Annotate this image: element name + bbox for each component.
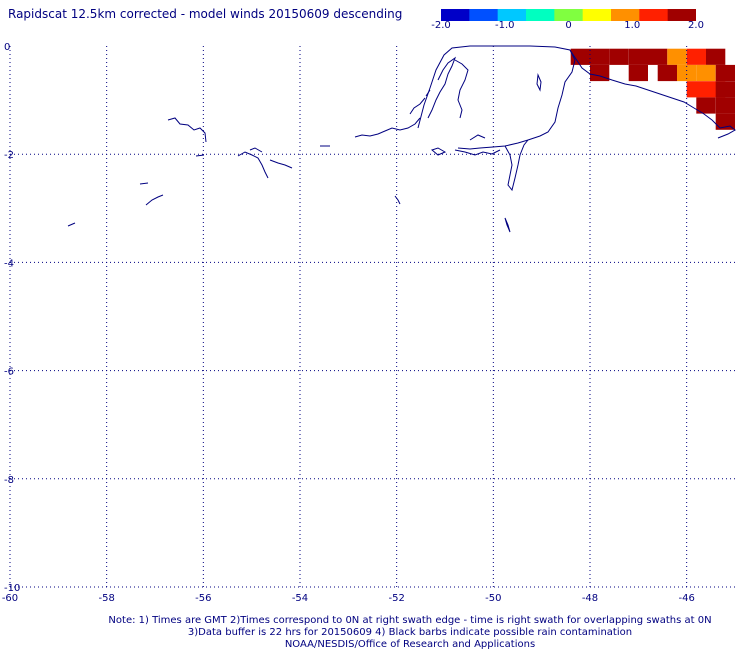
river-sinuous-2 [237,147,293,179]
longitude-tick-label: -54 [292,593,308,604]
river-fragment-3 [394,195,401,205]
colorbar-tick-label: 0 [565,20,572,31]
colorbar-segment [639,9,669,21]
wind-cell [570,48,590,65]
colorbar-segment [554,9,584,21]
note-line-1: Note: 1) Times are GMT 2)Times correspon… [108,615,712,626]
coastline-para-coast [569,49,736,139]
wind-cell [657,64,677,82]
wind-cell [628,64,648,82]
longitude-tick-label: -58 [98,593,114,604]
wind-cell [696,64,716,82]
latitude-tick-label: -2 [4,150,14,161]
coastline-south-bank [454,134,501,156]
wind-cell [648,48,668,65]
latitude-tick-label: -8 [4,475,14,486]
wind-cells [570,48,735,130]
longitude-tick-label: -48 [582,593,598,604]
colorbar-tick-label: 2.0 [688,20,704,31]
longitude-tick-label: -46 [678,593,694,604]
wind-cell [686,81,706,98]
colorbar-segment [526,9,555,21]
coastline-marajo-west [427,56,457,119]
longitude-tick-label: -60 [2,593,18,604]
latitude-tick-label: -4 [4,258,14,269]
colorbar-tick-label: -2.0 [431,20,451,31]
colorbar-segment [441,9,470,21]
colorbar-segment [497,9,527,21]
coastline [67,45,736,233]
coastline-island-south [504,217,511,233]
note-line-2: 3)Data buffer is 22 hrs for 20150609 4) … [187,627,633,638]
colorbar-tick-label: 1.0 [624,20,641,31]
longitude-tick-label: -56 [195,593,211,604]
colorbar-segment [611,9,640,21]
wind-cell [667,48,687,65]
colorbar-segment [469,9,499,21]
coastline-channels [354,59,469,138]
coastline-lake [536,73,542,92]
colorbar [441,9,696,21]
wind-cell [715,64,735,82]
wind-cell [590,64,610,82]
longitude-tick-labels: -60 -58 -56 -54 -52 -50 -48 -46 [2,593,695,604]
wind-cell [686,48,706,65]
coastline-amazon-delta [417,45,576,150]
colorbar-segment [582,9,612,21]
coastline-inlet-a [430,147,447,156]
wind-cell [677,64,697,82]
river-sinuous-3 [195,154,205,157]
latitude-tick-label: -10 [4,583,20,594]
river-fragment-1 [139,182,164,206]
colorbar-segment [667,9,696,21]
river-sinuous-1 [167,117,207,143]
latitude-tick-labels: 0 -2 -4 -6 -8 -10 [4,42,20,594]
wind-cell [706,48,726,65]
map-title: Rapidscat 12.5km corrected - model winds… [8,7,403,21]
lat-lon-grid [9,46,735,588]
wind-cell [715,81,735,98]
wind-cell [628,48,648,65]
wind-cell [696,97,716,114]
longitude-tick-label: -52 [388,593,404,604]
note-line-3: NOAA/NESDIS/Office of Research and Appli… [284,639,536,650]
wind-cell [715,97,735,114]
coastline-tocantins [504,139,529,192]
wind-cell [590,48,610,65]
river-fragment-2 [67,222,76,227]
latitude-tick-label: 0 [4,42,10,53]
longitude-tick-label: -50 [485,593,501,604]
wind-cell [609,48,629,65]
latitude-tick-label: -6 [4,367,14,378]
colorbar-tick-label: -1.0 [494,20,515,31]
